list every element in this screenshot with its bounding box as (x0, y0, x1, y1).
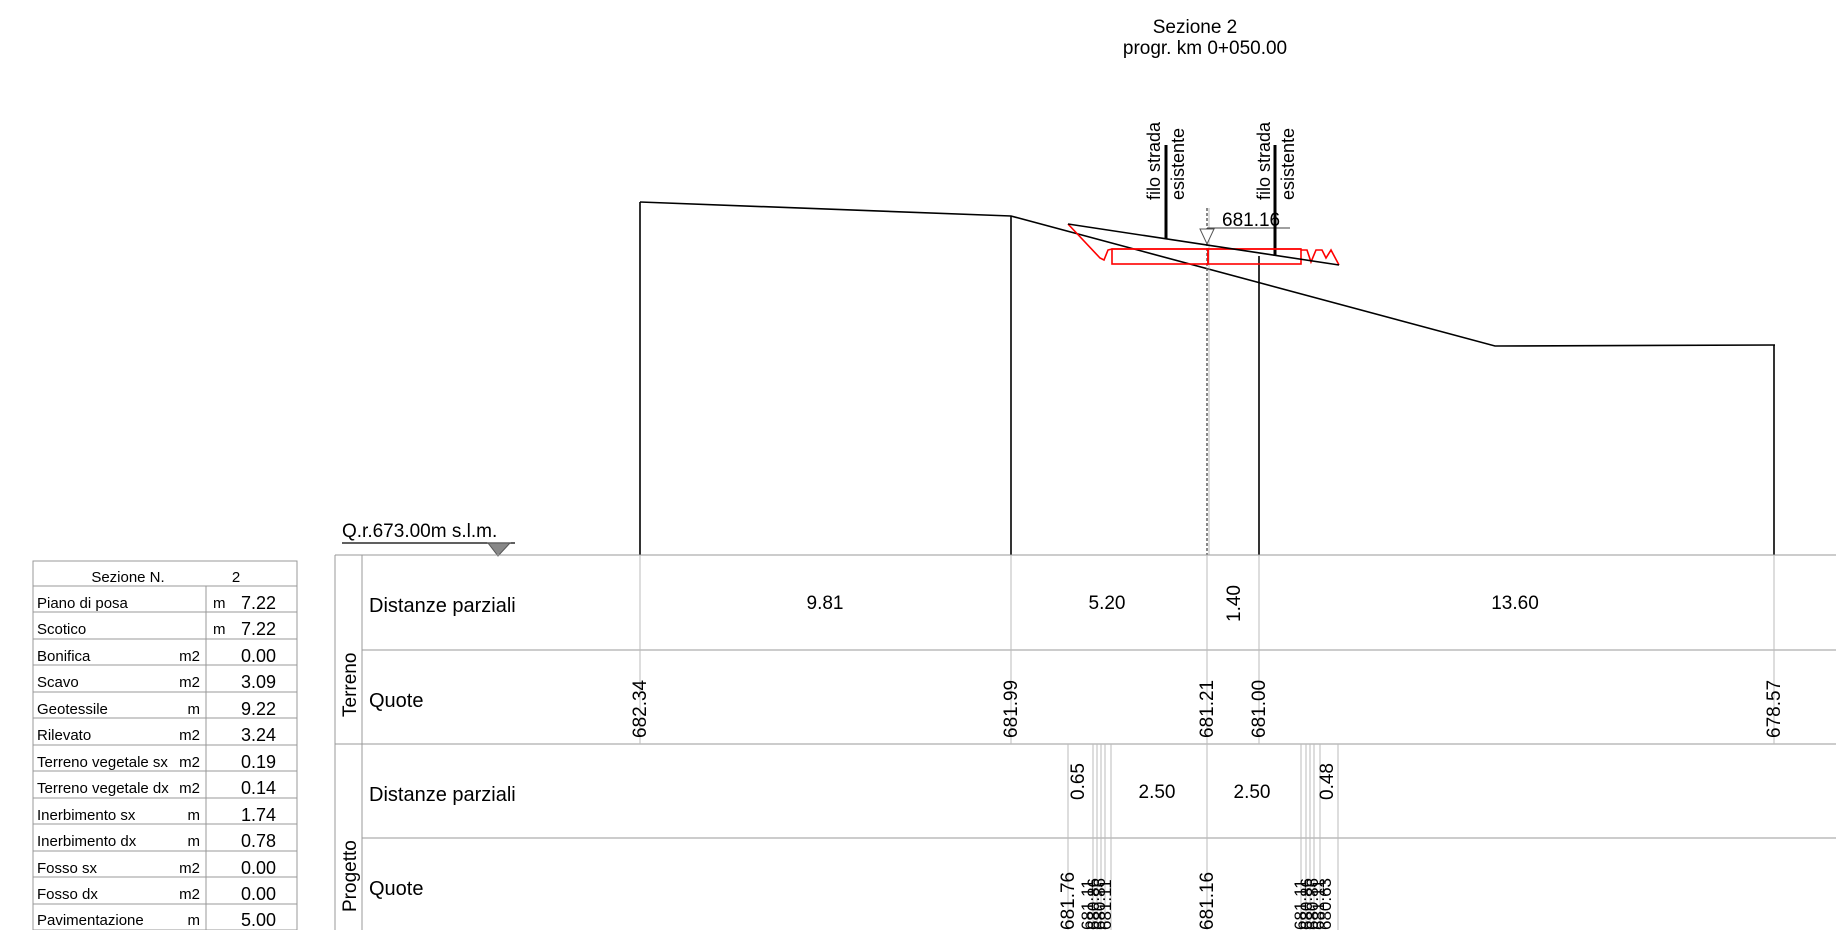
progetto-distanza-4: 0.48 (1317, 763, 1338, 800)
summary-row-unit: m (188, 912, 201, 929)
summary-row-unit: m (213, 595, 226, 612)
summary-row-label: Inerbimento sx (37, 807, 136, 824)
section-title: Sezione 2 (1153, 17, 1238, 38)
project-section (1067, 223, 1340, 266)
summary-row-label: Geotessile (37, 701, 108, 718)
band-group-progetto: Progetto (340, 840, 361, 912)
progetto-quota-left-2: 681.11 (1078, 879, 1097, 930)
summary-row-unit: m2 (179, 886, 200, 903)
terreno-band-ticks (639, 555, 1775, 744)
terreno-quota-5: 678.57 (1764, 680, 1785, 738)
summary-row-value: 0.00 (241, 884, 276, 904)
summary-header-value: 2 (232, 569, 240, 586)
summary-row-value: 9.22 (241, 699, 276, 719)
summary-row-unit: m2 (179, 754, 200, 771)
terreno-distanza-4: 13.60 (1491, 593, 1539, 614)
terreno-distanze-label: Distanze parziali (369, 595, 516, 617)
terreno-distanza-2: 5.20 (1089, 593, 1126, 614)
progetto-distanza-1: 0.65 (1068, 763, 1089, 800)
reference-level-label: Q.r.673.00m s.l.m. (342, 521, 497, 542)
summary-row-value: 0.14 (241, 778, 276, 798)
progetto-quota-right-1: 681.11 (1291, 879, 1310, 930)
summary-row-label: Scotico (37, 621, 86, 638)
summary-row-label: Scavo (37, 674, 79, 691)
progetto-quota-left-3: 680.86 (1084, 878, 1103, 930)
project-right-ditch-slope (1301, 248, 1340, 266)
progetto-quota-left-4: 680.86 (1090, 878, 1109, 930)
progetto-distanze-label: Distanze parziali (369, 784, 516, 806)
terreno-quota-4: 681.00 (1249, 680, 1270, 738)
progetto-quota-right-3: 680.86 (1303, 878, 1322, 930)
terreno-quota-2: 681.99 (1001, 680, 1022, 738)
ground-profile (639, 201, 1776, 347)
progetto-quota-left-5: 681.11 (1096, 879, 1115, 930)
axis-elevation-triangle (1199, 228, 1215, 246)
summary-row-unit: m2 (179, 648, 200, 665)
summary-row-label: Rilevato (37, 727, 91, 744)
summary-row-label: Pavimentazione (37, 912, 144, 929)
summary-row-label: Bonifica (37, 648, 91, 665)
progetto-quota-right-2: 680.86 (1297, 878, 1316, 930)
progetto-quota-axis: 681.16 (1197, 872, 1218, 930)
summary-row-label: Piano di posa (37, 595, 129, 612)
filo-strada-label-1b: esistente (1168, 128, 1188, 200)
progetto-distanza-3: 2.50 (1234, 782, 1271, 803)
band-frame (334, 554, 1836, 930)
filo-strada-label-2a: filo strada (1254, 121, 1274, 200)
summary-row-value: 0.78 (241, 831, 276, 851)
progetto-band-ticks (1067, 744, 1339, 930)
summary-row-value: 0.00 (241, 646, 276, 666)
summary-row-value: 0.19 (241, 752, 276, 772)
summary-row-value: 3.09 (241, 672, 276, 692)
terreno-distanza-3: 1.40 (1224, 585, 1245, 622)
summary-header-label: Sezione N. (91, 569, 164, 586)
summary-row-value: 0.00 (241, 858, 276, 878)
summary-row-unit: m2 (179, 860, 200, 877)
terreno-quote-label: Quote (369, 690, 423, 712)
summary-row-unit: m (188, 807, 201, 824)
progressive-label: progr. km 0+050.00 (1123, 38, 1287, 59)
summary-row-unit: m (188, 833, 201, 850)
summary-table: Sezione N. 2 Piano di posa m 7.22 Scotic… (32, 560, 298, 930)
summary-row-unit: m (213, 621, 226, 638)
progetto-quota-right-4: 681.11 (1309, 879, 1328, 930)
summary-table-row-lines (33, 585, 297, 905)
summary-row-unit: m (188, 701, 201, 718)
summary-row-value: 5.00 (241, 910, 276, 930)
summary-row-value: 3.24 (241, 725, 276, 745)
summary-row-value: 1.74 (241, 805, 276, 825)
summary-row-label: Terreno vegetale dx (37, 780, 169, 797)
summary-row-unit: m2 (179, 674, 200, 691)
progetto-distanza-2: 2.50 (1139, 782, 1176, 803)
ground-top-platform (1067, 223, 1340, 266)
summary-row-unit: m2 (179, 780, 200, 797)
terreno-quota-3: 681.21 (1197, 680, 1218, 738)
progetto-quota-left-1: 681.76 (1058, 872, 1079, 930)
summary-row-label: Inerbimento dx (37, 833, 137, 850)
summary-row-value: 7.22 (241, 619, 276, 639)
band-group-terreno: Terreno (340, 653, 361, 717)
progetto-quote-label: Quote (369, 878, 423, 900)
filo-strada-label-1a: filo strada (1144, 121, 1164, 200)
filo-strada-label-2b: esistente (1278, 128, 1298, 200)
summary-row-value: 7.22 (241, 593, 276, 613)
summary-row-label: Fosso sx (37, 860, 98, 877)
reference-level-triangle (486, 542, 512, 557)
axis-elevation-label: 681.16 (1222, 210, 1280, 231)
summary-row-label: Fosso dx (37, 886, 98, 903)
summary-row-label: Terreno vegetale sx (37, 754, 168, 771)
summary-row-unit: m2 (179, 727, 200, 744)
terreno-distanza-1: 9.81 (807, 593, 844, 614)
project-left-slope-ditch (1067, 223, 1113, 262)
progetto-quota-right-5: 680.63 (1316, 878, 1335, 930)
terreno-quota-1: 682.34 (630, 679, 651, 738)
